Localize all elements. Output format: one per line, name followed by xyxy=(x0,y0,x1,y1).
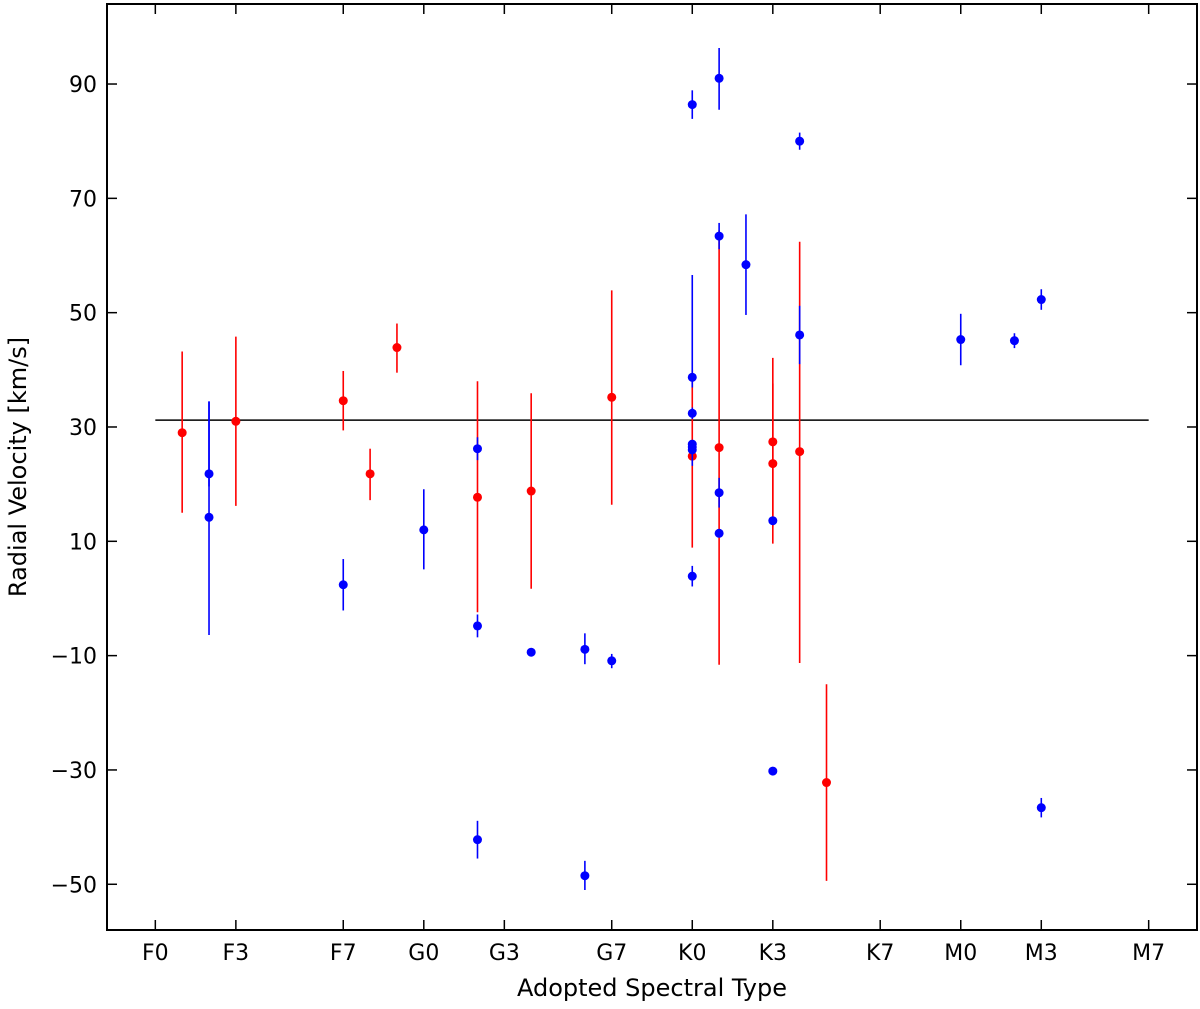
y-tick-label: 90 xyxy=(69,73,97,98)
y-axis-label: Radial Velocity [km/s] xyxy=(4,337,32,597)
x-axis-ticks: F0 F3 F7 G0 G3 G7 K0 K3 K7 M0 M3 M7 xyxy=(142,4,1165,966)
data-point xyxy=(687,372,697,382)
data-point xyxy=(338,396,348,406)
data-point xyxy=(768,459,778,469)
data-point xyxy=(795,447,805,457)
data-point xyxy=(231,416,241,426)
data-point xyxy=(687,408,697,418)
data-point xyxy=(822,778,832,788)
data-point xyxy=(687,571,697,581)
x-tick-label: F7 xyxy=(330,941,357,966)
data-point xyxy=(419,525,429,535)
y-axis-ticks: −50 −30 −10 10 30 50 70 90 xyxy=(51,73,1197,898)
x-tick-label: M0 xyxy=(944,941,977,966)
data-point xyxy=(795,136,805,146)
x-tick-label: K0 xyxy=(678,941,706,966)
y-tick-label: −50 xyxy=(51,873,97,898)
data-point xyxy=(714,528,724,538)
data-point xyxy=(768,516,778,526)
data-point xyxy=(365,469,375,479)
y-tick-label: 70 xyxy=(69,187,97,212)
data-point xyxy=(204,512,214,522)
data-point xyxy=(956,335,966,345)
x-tick-label: K7 xyxy=(866,941,894,966)
y-tick-label: 50 xyxy=(69,302,97,327)
x-tick-label: M7 xyxy=(1132,941,1165,966)
data-point xyxy=(1036,295,1046,305)
y-tick-label: 10 xyxy=(69,530,97,555)
series-red xyxy=(177,230,832,881)
data-point xyxy=(795,330,805,340)
data-point xyxy=(1009,336,1019,346)
y-tick-label: −30 xyxy=(51,759,97,784)
data-point xyxy=(472,444,482,454)
data-point xyxy=(741,260,751,270)
data-point xyxy=(768,766,778,776)
data-point xyxy=(392,343,402,353)
data-point xyxy=(714,73,724,83)
data-point xyxy=(526,647,536,657)
data-point xyxy=(526,486,536,496)
data-point xyxy=(338,580,348,590)
x-tick-label: F3 xyxy=(223,941,250,966)
data-point xyxy=(177,428,187,438)
data-point xyxy=(687,100,697,110)
x-tick-label: F0 xyxy=(142,941,169,966)
data-point xyxy=(714,231,724,241)
data-point xyxy=(607,656,617,666)
x-tick-label: G0 xyxy=(408,941,439,966)
data-point xyxy=(580,644,590,654)
data-point xyxy=(1036,803,1046,813)
y-tick-label: −10 xyxy=(51,645,97,670)
data-point xyxy=(580,871,590,881)
x-axis-label: Adopted Spectral Type xyxy=(517,974,787,1002)
data-point xyxy=(472,492,482,502)
plot-frame xyxy=(106,3,1198,931)
data-point xyxy=(714,488,724,498)
x-tick-label: G3 xyxy=(489,941,520,966)
x-tick-label: G7 xyxy=(596,941,627,966)
data-point xyxy=(472,621,482,631)
data-point xyxy=(687,445,697,455)
x-tick-label: M3 xyxy=(1025,941,1058,966)
data-point xyxy=(472,835,482,845)
data-marks xyxy=(177,48,1046,890)
data-point xyxy=(714,443,724,453)
data-point xyxy=(607,392,617,402)
y-tick-label: 30 xyxy=(69,416,97,441)
series-blue xyxy=(204,48,1046,890)
x-tick-label: K3 xyxy=(759,941,787,966)
